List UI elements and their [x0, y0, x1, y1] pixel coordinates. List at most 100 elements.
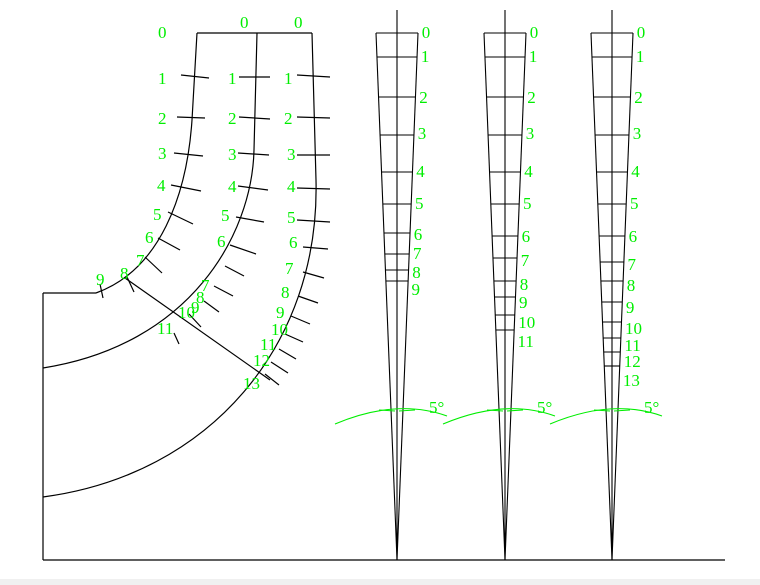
wedge-row-label: 4 [524, 162, 533, 181]
angle-arrow-right [613, 409, 631, 412]
wedge-row-label: 8 [520, 275, 529, 294]
wedge-row-label: 8 [627, 276, 636, 295]
elbow-inner-ticks [99, 74, 210, 345]
wedge-row-label: 2 [634, 88, 643, 107]
elbow-c-label: 13 [243, 374, 260, 393]
angle-arc [442, 408, 556, 425]
angle-arrow-right [398, 409, 416, 412]
angle-arrow-left [378, 409, 396, 412]
wedge-row-label: 13 [623, 371, 640, 390]
elbow-c-label: 11 [260, 335, 276, 354]
angle-arrow-left [593, 409, 611, 412]
elbow-inner-curve [95, 32, 198, 294]
wedges-group: 01234567895°012345678910115°012345678910… [334, 10, 663, 561]
elbow-a-label: 5 [153, 205, 162, 224]
wedge-row-label: 6 [414, 225, 423, 244]
elbow-c-label: 0 [294, 13, 303, 32]
elbow-a-label: 4 [157, 176, 166, 195]
angle-label: 5° [644, 398, 659, 417]
elbow-a-label: 3 [158, 144, 167, 163]
wedge-row-label: 6 [522, 227, 531, 246]
angle-label: 5° [537, 398, 552, 417]
elbow-c-label: 7 [285, 259, 294, 278]
elbow-b-label: 4 [228, 177, 237, 196]
wedge-right-side [611, 32, 634, 561]
wedge-row-label: 9 [519, 293, 528, 312]
elbow-c-label: 8 [281, 283, 290, 302]
angle-label: 5° [429, 398, 444, 417]
wedge-row-label: 0 [637, 23, 646, 42]
wedge-row-label: 7 [628, 255, 637, 274]
wedge-row-label: 5 [630, 194, 639, 213]
wedge-row-label: 7 [413, 244, 422, 263]
angle-arrow-left [486, 409, 504, 412]
wedge-row-label: 11 [624, 336, 640, 355]
elbow-a-label: 2 [158, 109, 167, 128]
elbow-a-label: 1 [158, 69, 167, 88]
elbow-b-label: 7 [201, 276, 210, 295]
angle-arc [549, 408, 663, 425]
wedge-left-side [590, 32, 613, 561]
elbow-a-label: 0 [158, 23, 167, 42]
wedge-row-label: 12 [624, 352, 641, 371]
bottom-strip [0, 579, 760, 585]
wedge-row-label: 10 [625, 319, 642, 338]
wedge-row-label: 7 [521, 251, 530, 270]
elbow-c-label: 3 [287, 145, 296, 164]
wedge-row-label: 2 [527, 88, 536, 107]
elbow-drawing [42, 32, 725, 561]
elbow-middle-curve [42, 32, 258, 369]
elbow-c-label: 9 [276, 303, 285, 322]
wedge-row-label: 9 [626, 298, 635, 317]
wedge-row-label: 8 [412, 263, 421, 282]
wedge-row-label: 10 [518, 313, 535, 332]
elbow-c-label: 6 [289, 233, 298, 252]
elbow-b-label: 1 [228, 69, 237, 88]
elbow-b-label: 10 [178, 303, 195, 322]
wedge-row-label: 6 [629, 227, 638, 246]
elbow-c-label: 5 [287, 208, 296, 227]
wedge-right-side [504, 32, 527, 561]
elbow-a-label: 8 [120, 264, 129, 283]
elbow-a-label: 9 [96, 270, 105, 289]
wedge-row-label: 1 [529, 47, 538, 66]
wedge-row-label: 3 [418, 124, 427, 143]
wedge-row-label: 0 [422, 23, 431, 42]
wedge-left-side [375, 32, 398, 561]
wedge-right-side [396, 32, 419, 561]
elbow-c-label: 4 [287, 177, 296, 196]
elbow-b-label: 5 [221, 206, 230, 225]
wedge-row-label: 3 [633, 124, 642, 143]
elbow-c-label: 10 [271, 320, 288, 339]
elbow-b-label: 8 [196, 288, 205, 307]
elbow-b-label: 9 [191, 298, 200, 317]
wedge-row-label: 4 [416, 162, 425, 181]
wedge-row-label: 2 [419, 88, 428, 107]
wedge-row-label: 3 [526, 124, 535, 143]
elbow-b-label: 6 [217, 232, 226, 251]
elbow-diagonal-line [124, 277, 271, 381]
elbow-b-label: 3 [228, 145, 237, 164]
elbow-outer-ticks [264, 74, 331, 386]
wedge-row-label: 0 [530, 23, 539, 42]
wedge-row-label: 9 [412, 280, 421, 299]
wedge-row-label: 1 [636, 47, 645, 66]
elbow-a-ext-label: 11 [157, 319, 173, 338]
angle-arrow-right [506, 409, 524, 412]
elbow-b-label: 2 [228, 109, 237, 128]
elbow-c-label: 2 [284, 109, 293, 128]
elbow-a-label: 7 [136, 251, 145, 270]
elbow-a-label: 6 [145, 228, 154, 247]
wedge-row-label: 5 [523, 194, 532, 213]
elbow-c-label: 1 [284, 69, 293, 88]
elbow-outer-curve [42, 32, 317, 498]
wedge-row-label: 1 [421, 47, 430, 66]
angle-arc [334, 408, 448, 425]
wedge-left-side [483, 32, 506, 561]
